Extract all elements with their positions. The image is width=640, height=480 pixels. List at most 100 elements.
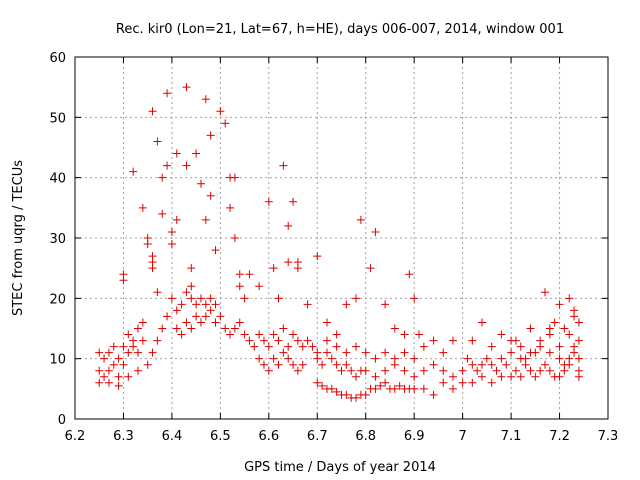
data-point	[153, 336, 162, 345]
data-point	[284, 258, 293, 267]
data-point	[458, 366, 467, 375]
data-point	[381, 300, 390, 309]
data-point	[526, 366, 535, 375]
data-point	[104, 378, 113, 387]
data-point	[255, 354, 264, 363]
data-point	[536, 366, 545, 375]
x-tick-label: 6.9	[404, 429, 425, 444]
data-point	[448, 384, 457, 393]
data-point	[390, 360, 399, 369]
data-point	[240, 330, 249, 339]
y-tick-label: 40	[49, 172, 66, 187]
data-point	[138, 336, 147, 345]
data-point	[206, 131, 215, 140]
data-point	[158, 209, 167, 218]
data-point	[269, 330, 278, 339]
data-point	[284, 221, 293, 230]
data-point	[240, 294, 249, 303]
data-point	[245, 336, 254, 345]
data-point	[361, 348, 370, 357]
data-point	[487, 378, 496, 387]
data-point	[274, 294, 283, 303]
x-tick-label: 6.7	[307, 429, 328, 444]
data-point	[177, 330, 186, 339]
data-points	[95, 83, 583, 402]
data-point	[356, 215, 365, 224]
data-point	[293, 336, 302, 345]
x-tick-label: 6.3	[113, 429, 134, 444]
data-point	[371, 384, 380, 393]
data-point	[448, 336, 457, 345]
data-point	[565, 360, 574, 369]
data-point	[342, 390, 351, 399]
data-point	[507, 372, 516, 381]
data-point	[541, 360, 550, 369]
data-point	[284, 342, 293, 351]
data-point	[570, 342, 579, 351]
data-point	[410, 354, 419, 363]
data-point	[259, 360, 268, 369]
data-point	[124, 348, 133, 357]
data-point	[158, 173, 167, 182]
data-point	[531, 372, 540, 381]
data-point	[289, 360, 298, 369]
data-point	[172, 149, 181, 158]
axis-ticks: 6.2 6.3 6.4 6.5 6.6 6.7 6.8 6.9 7 7.1 7.2 7.3 0 10 20 3…	[49, 51, 618, 444]
data-point	[201, 215, 210, 224]
x-tick-label: 7	[458, 429, 466, 444]
data-point	[419, 384, 428, 393]
data-point	[400, 348, 409, 357]
data-point	[352, 294, 361, 303]
data-point	[342, 360, 351, 369]
data-point	[138, 203, 147, 212]
data-point	[133, 366, 142, 375]
data-point	[221, 324, 230, 333]
data-point	[148, 252, 157, 261]
data-point	[216, 312, 225, 321]
data-point	[332, 342, 341, 351]
y-axis-label: STEC from uqrg / TECUs	[11, 160, 26, 316]
y-tick-label: 10	[49, 353, 66, 368]
data-point	[109, 342, 118, 351]
data-point	[182, 318, 191, 327]
data-point	[216, 107, 225, 116]
data-point	[245, 270, 254, 279]
data-point	[555, 354, 564, 363]
data-point	[415, 330, 424, 339]
data-point	[337, 366, 346, 375]
data-point	[298, 342, 307, 351]
data-point	[574, 354, 583, 363]
data-point	[565, 294, 574, 303]
data-point	[342, 300, 351, 309]
data-point	[410, 294, 419, 303]
y-tick-label: 0	[58, 413, 66, 428]
data-point	[138, 318, 147, 327]
data-point	[269, 354, 278, 363]
data-point	[352, 372, 361, 381]
data-point	[439, 378, 448, 387]
data-point	[274, 336, 283, 345]
data-point	[555, 372, 564, 381]
data-point	[516, 372, 525, 381]
data-point	[419, 366, 428, 375]
data-point	[182, 288, 191, 297]
data-point	[322, 318, 331, 327]
data-point	[487, 360, 496, 369]
data-point	[570, 312, 579, 321]
data-point	[143, 234, 152, 242]
data-point	[381, 348, 390, 357]
data-point	[172, 215, 181, 224]
data-point	[148, 348, 157, 357]
x-tick-label: 6.6	[258, 429, 279, 444]
data-point	[458, 378, 467, 387]
data-point	[511, 336, 520, 345]
data-point	[352, 342, 361, 351]
data-point	[395, 381, 404, 390]
data-point	[497, 330, 506, 339]
data-point	[289, 197, 298, 206]
data-point	[497, 372, 506, 381]
data-point	[153, 137, 162, 146]
data-point	[327, 354, 336, 363]
data-point	[206, 294, 215, 303]
data-point	[560, 324, 569, 333]
